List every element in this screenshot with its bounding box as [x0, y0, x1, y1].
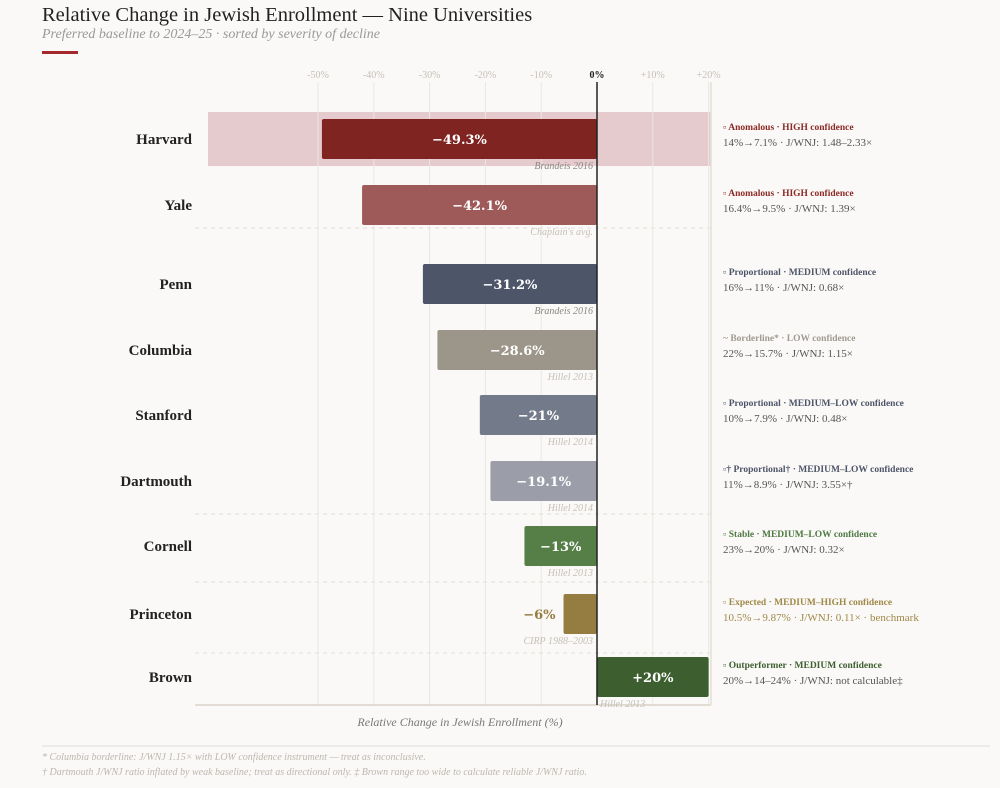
annotation-status: ▫ Outperformer · MEDIUM confidence: [723, 661, 882, 671]
chart-title: Relative Change in Jewish Enrollment — N…: [42, 4, 533, 26]
annotation-status: ▫ Proportional · MEDIUM confidence: [723, 268, 876, 278]
category-label: Dartmouth: [120, 474, 192, 490]
annotation-status: ▫ Anomalous · HIGH confidence: [723, 189, 854, 199]
source-label: Hillel 2013: [599, 699, 645, 710]
source-label: Hillel 2013: [547, 372, 593, 383]
source-label: Brandeis 2016: [534, 161, 593, 172]
bar: [321, 119, 597, 159]
bar-chart: -50% -40% -30% -20% -10% 0% +10% +20% Harvard −49…: [120, 70, 919, 729]
annotation-detail: 16.4%→9.5% · J/WNJ: 1.39×: [723, 203, 856, 215]
category-label: Penn: [159, 277, 192, 293]
x-tick-label: +10%: [641, 70, 665, 81]
annotation-status: ~ Borderline* · LOW confidence: [723, 334, 855, 344]
footnote-divider: [42, 745, 990, 747]
annotation-detail: 22%→15.7% · J/WNJ: 1.15×: [723, 348, 853, 360]
source-label: Hillel 2014: [547, 437, 593, 448]
value-label: −28.6%: [490, 344, 546, 359]
annotation-detail: 11%→8.9% · J/WNJ: 3.55×†: [723, 479, 853, 491]
value-label: −19.1%: [516, 475, 572, 490]
annotation-status: ▫ Anomalous · HIGH confidence: [723, 123, 854, 133]
category-label: Cornell: [144, 539, 192, 555]
value-label: −6%: [523, 608, 556, 623]
title-accent-rule: [42, 51, 78, 54]
x-tick-label: -40%: [363, 70, 385, 81]
x-tick-label: 0%: [590, 70, 605, 81]
x-tick-label: +20%: [697, 70, 721, 81]
category-label: Harvard: [136, 132, 192, 148]
annotation-detail: 16%→11% · J/WNJ: 0.68×: [723, 282, 844, 294]
annotation-detail: 10.5%→9.87% · J/WNJ: 0.11× · benchmark: [723, 612, 919, 624]
value-label: −31.2%: [482, 278, 538, 293]
bar: [437, 330, 597, 370]
bar: [422, 264, 597, 304]
annotation-status: ▫ Expected · MEDIUM–HIGH confidence: [723, 598, 892, 608]
footnote-columbia: * Columbia borderline: J/WNJ 1.15× with …: [42, 752, 426, 763]
category-label: Princeton: [130, 607, 193, 623]
source-label: Hillel 2013: [547, 568, 593, 579]
annotation-detail: 23%→20% · J/WNJ: 0.32×: [723, 544, 845, 556]
x-tick-label: -50%: [307, 70, 329, 81]
value-label: +20%: [632, 671, 674, 686]
source-label: Hillel 2014: [547, 503, 593, 514]
bar: [524, 526, 597, 566]
bar: [597, 657, 709, 697]
chart-subtitle: Preferred baseline to 2024–25 · sorted b…: [42, 27, 380, 42]
bar: [490, 461, 597, 501]
annotation-status: ▫ Stable · MEDIUM–LOW confidence: [723, 530, 877, 540]
value-label: −42.1%: [452, 199, 508, 214]
x-tick-label: -20%: [475, 70, 497, 81]
footnote-dartmouth-brown: † Dartmouth J/WNJ ratio inflated by weak…: [42, 767, 587, 778]
category-label: Yale: [165, 198, 193, 214]
annotation-status: ▫† Proportional† · MEDIUM–LOW confidence: [723, 465, 913, 475]
source-label: CIRP 1988–2003: [523, 636, 593, 647]
annotation-status: ▫ Proportional · MEDIUM–LOW confidence: [723, 399, 904, 409]
bar: [479, 395, 597, 435]
annotation-detail: 10%→7.9% · J/WNJ: 0.48×: [723, 413, 847, 425]
value-label: −49.3%: [432, 133, 488, 148]
category-label: Brown: [149, 670, 193, 686]
bar: [362, 185, 597, 225]
annotation-detail: 20%→14–24% · J/WNJ: not calculable‡: [723, 675, 903, 687]
x-tick-label: -10%: [530, 70, 552, 81]
x-axis-title: Relative Change in Jewish Enrollment (%): [356, 715, 562, 729]
source-label: Brandeis 2016: [534, 306, 593, 317]
source-label: Chaplain's avg.: [530, 227, 593, 238]
value-label: −13%: [540, 540, 582, 555]
value-label: −21%: [518, 409, 560, 424]
annotation-detail: 14%→7.1% · J/WNJ: 1.48–2.33×: [723, 137, 872, 149]
bar: [563, 594, 597, 634]
x-tick-label: -30%: [419, 70, 441, 81]
category-label: Columbia: [129, 343, 193, 359]
category-label: Stanford: [135, 408, 192, 424]
